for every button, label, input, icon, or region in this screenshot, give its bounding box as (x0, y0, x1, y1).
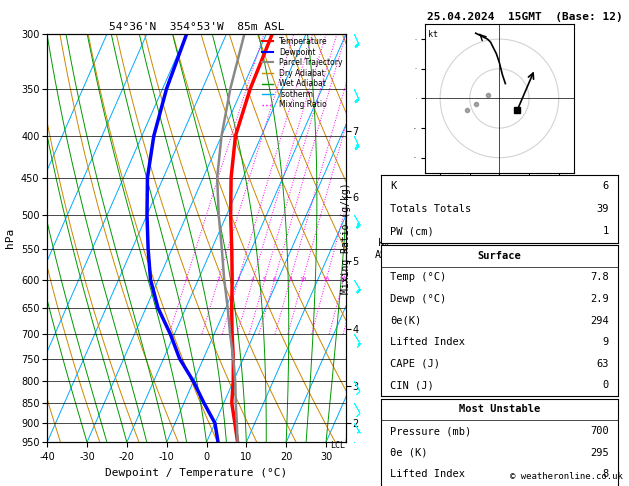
Text: 5: 5 (263, 277, 267, 282)
Text: 25.04.2024  15GMT  (Base: 12): 25.04.2024 15GMT (Base: 12) (427, 12, 623, 22)
Text: 2.9: 2.9 (590, 294, 609, 304)
Y-axis label: hPa: hPa (6, 228, 15, 248)
Text: 39: 39 (596, 204, 609, 214)
Text: 295: 295 (590, 448, 609, 458)
Text: 1: 1 (603, 226, 609, 236)
Text: 3: 3 (237, 277, 240, 282)
Text: Mixing Ratio (g/kg): Mixing Ratio (g/kg) (342, 182, 351, 294)
Text: θe(K): θe(K) (390, 315, 421, 326)
Text: CIN (J): CIN (J) (390, 380, 434, 390)
Text: 20: 20 (340, 277, 347, 282)
Text: 700: 700 (590, 426, 609, 436)
Text: Surface: Surface (477, 251, 521, 261)
Text: 15: 15 (323, 277, 330, 282)
Text: θe (K): θe (K) (390, 448, 428, 458)
Text: kt: kt (428, 30, 438, 39)
X-axis label: Dewpoint / Temperature (°C): Dewpoint / Temperature (°C) (106, 468, 287, 478)
Text: Temp (°C): Temp (°C) (390, 272, 447, 282)
Text: 9: 9 (603, 337, 609, 347)
Text: Totals Totals: Totals Totals (390, 204, 471, 214)
Text: LCL: LCL (330, 441, 345, 451)
Text: © weatheronline.co.uk: © weatheronline.co.uk (510, 472, 623, 481)
Text: 8: 8 (288, 277, 292, 282)
Text: 10: 10 (299, 277, 306, 282)
Text: 6: 6 (603, 181, 609, 191)
Legend: Temperature, Dewpoint, Parcel Trajectory, Dry Adiabat, Wet Adiabat, Isotherm, Mi: Temperature, Dewpoint, Parcel Trajectory… (259, 34, 346, 112)
Text: 7.8: 7.8 (590, 272, 609, 282)
Text: 63: 63 (596, 359, 609, 369)
Y-axis label: km
ASL: km ASL (375, 238, 392, 260)
Text: PW (cm): PW (cm) (390, 226, 434, 236)
Text: 0: 0 (603, 380, 609, 390)
Text: 8: 8 (603, 469, 609, 480)
Text: 6: 6 (272, 277, 276, 282)
Text: 1: 1 (184, 277, 188, 282)
Text: 2: 2 (216, 277, 220, 282)
Text: K: K (390, 181, 396, 191)
Text: CAPE (J): CAPE (J) (390, 359, 440, 369)
Text: Most Unstable: Most Unstable (459, 404, 540, 415)
Text: Dewp (°C): Dewp (°C) (390, 294, 447, 304)
Text: Lifted Index: Lifted Index (390, 469, 465, 480)
Text: Lifted Index: Lifted Index (390, 337, 465, 347)
Text: Pressure (mb): Pressure (mb) (390, 426, 471, 436)
Text: 4: 4 (251, 277, 255, 282)
Text: 294: 294 (590, 315, 609, 326)
Title: 54°36'N  354°53'W  85m ASL: 54°36'N 354°53'W 85m ASL (109, 22, 284, 32)
